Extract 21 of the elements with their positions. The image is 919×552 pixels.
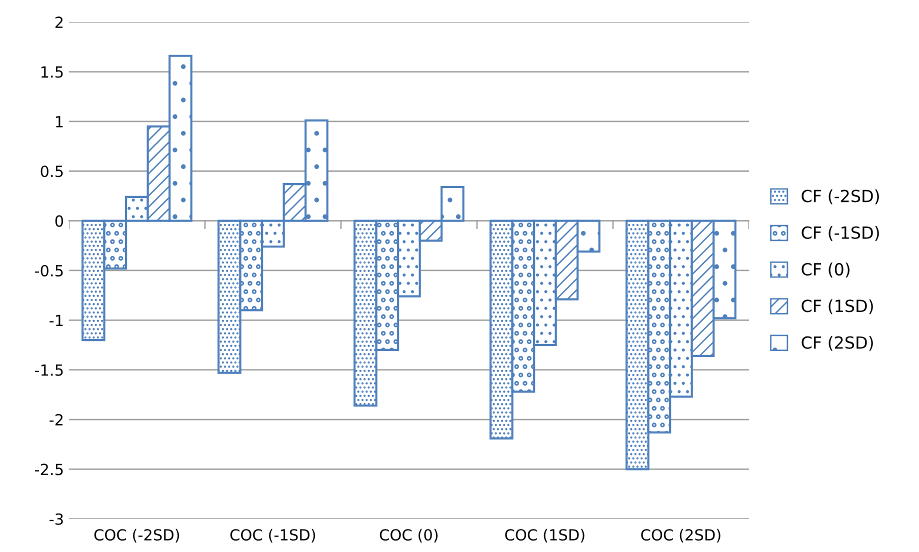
y-tick-label: -1.5 xyxy=(35,364,63,376)
y-tick-label: 0.5 xyxy=(40,166,63,178)
y-tick-label: 0 xyxy=(55,215,64,227)
y-tick-label: -0.5 xyxy=(35,264,63,276)
x-tick-label: COC (-2SD) xyxy=(94,528,180,542)
x-tick-label: COC (-1SD) xyxy=(230,528,316,542)
legend-label: CF (-1SD) xyxy=(802,226,879,241)
y-tick-label: -2 xyxy=(50,414,63,426)
y-tick-label: -1 xyxy=(50,314,63,326)
legend-label: CF (2SD) xyxy=(802,336,873,351)
x-tick-label: COC (1SD) xyxy=(505,528,584,542)
legend-label: CF (-2SD) xyxy=(802,189,879,204)
y-tick-label: 1.5 xyxy=(41,66,63,78)
x-tick-label: COC (0) xyxy=(380,528,438,542)
y-tick-label: 1 xyxy=(56,116,63,128)
legend-label: CF (1SD) xyxy=(802,299,873,314)
y-tick-label: -2.5 xyxy=(35,464,63,476)
y-tick-label: 2 xyxy=(55,16,63,28)
x-tick-label: COC (2SD) xyxy=(641,528,720,542)
legend-label: CF (0) xyxy=(802,262,850,278)
y-tick-label: -3 xyxy=(50,513,63,525)
